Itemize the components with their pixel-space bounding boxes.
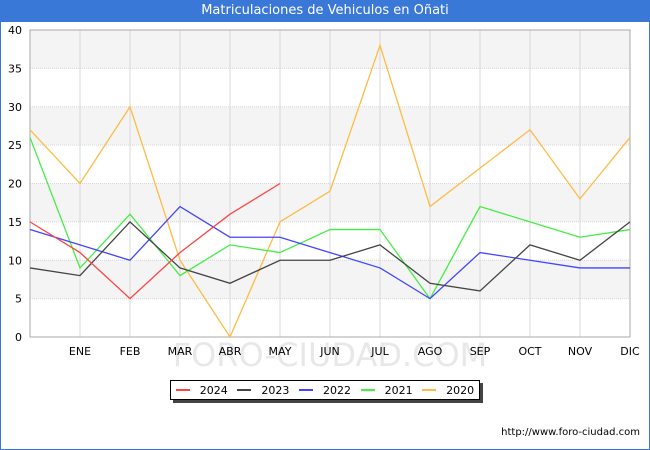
series-line-2024 bbox=[29, 182, 281, 300]
x-tick-label: NOV bbox=[568, 345, 593, 358]
legend-item-2021: 2021 bbox=[360, 383, 413, 397]
y-tick-label: 25 bbox=[8, 139, 22, 152]
footer-url[interactable]: http://www.foro-ciudad.com bbox=[501, 427, 640, 438]
legend-swatch bbox=[298, 389, 313, 391]
y-tick-label: 0 bbox=[15, 331, 22, 344]
chart-title: Matriculaciones de Vehiculos en Oñati bbox=[0, 0, 650, 22]
series-line-2022 bbox=[29, 205, 630, 300]
y-tick-label: 30 bbox=[8, 101, 22, 114]
legend-swatch bbox=[422, 389, 437, 391]
x-tick-label: JUN bbox=[319, 345, 340, 358]
x-tick-label: SEP bbox=[470, 345, 491, 358]
legend-item-2022: 2022 bbox=[298, 383, 351, 397]
y-tick-label: 20 bbox=[8, 178, 22, 191]
y-tick-label: 5 bbox=[15, 293, 22, 306]
y-tick-label: 10 bbox=[8, 254, 22, 267]
x-tick-label: OCT bbox=[518, 345, 541, 358]
legend-label: 2022 bbox=[322, 383, 351, 397]
legend-swatch bbox=[175, 389, 190, 391]
x-tick-label: ABR bbox=[219, 345, 242, 358]
series-line-2021 bbox=[29, 137, 631, 300]
plot-area-border bbox=[29, 29, 631, 338]
legend-swatch bbox=[360, 389, 375, 391]
x-tick-label: ENE bbox=[69, 345, 91, 358]
y-tick-label: 35 bbox=[8, 62, 22, 75]
legend-item-2024: 2024 bbox=[175, 383, 228, 397]
y-tick-label: 40 bbox=[8, 24, 22, 37]
x-tick-label: AGO bbox=[418, 345, 443, 358]
legend-label: 2021 bbox=[384, 383, 413, 397]
legend-item-2023: 2023 bbox=[237, 384, 289, 397]
y-tick-label: 15 bbox=[8, 216, 22, 229]
series-line-2020 bbox=[29, 43, 631, 339]
x-tick-label: FEB bbox=[120, 345, 141, 358]
legend-label: 2024 bbox=[199, 383, 228, 397]
chart-legend: 2024 2023 2022 2021 2020 bbox=[170, 380, 480, 400]
watermark-text: FORO-CIUDAD.COM bbox=[173, 336, 488, 374]
legend-swatch bbox=[237, 389, 252, 391]
legend-label: 2020 bbox=[446, 383, 475, 397]
x-tick-label: JUL bbox=[370, 345, 389, 358]
x-tick-label: DIC bbox=[620, 345, 640, 358]
x-tick-label: MAR bbox=[168, 345, 193, 358]
series-line-2023 bbox=[29, 220, 631, 292]
x-tick-label: MAY bbox=[269, 345, 292, 358]
legend-label: 2023 bbox=[261, 383, 290, 397]
legend-item-2020: 2020 bbox=[422, 384, 474, 397]
